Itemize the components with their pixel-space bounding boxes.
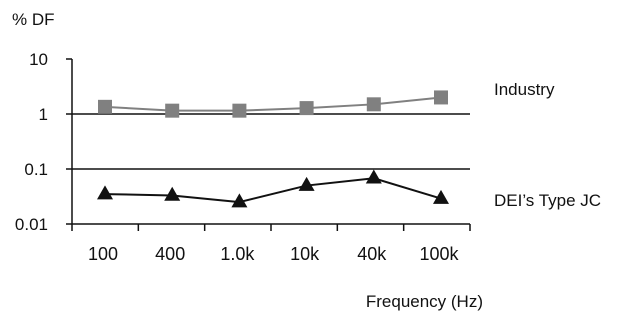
point-typejc-1 [164, 186, 181, 201]
x-tick-label-3: 10k [290, 244, 320, 264]
x-axis-title: Frequency (Hz) [366, 292, 483, 311]
point-typejc-0 [97, 185, 113, 200]
point-typejc-2 [231, 193, 248, 208]
y-tick-label-0: 10 [29, 50, 48, 69]
x-tick-label-2: 1.0k [220, 244, 255, 264]
series-label-0: Industry [494, 80, 555, 99]
point-industry-1 [165, 103, 180, 118]
axes [66, 58, 471, 231]
y-tick-label-3: 0.01 [15, 215, 48, 234]
series-label-1: DEI’s Type JC [494, 191, 601, 210]
y-tick-label-1: 1 [39, 105, 48, 124]
y-tick-labels: 10 1 0.1 0.01 [15, 50, 48, 234]
series-line-0 [104, 96, 442, 112]
y-tick-label-2: 0.1 [24, 160, 48, 179]
point-typejc-5 [433, 189, 449, 204]
y-axis-title: % DF [12, 10, 55, 29]
x-tick-label-4: 40k [357, 244, 387, 264]
point-industry-3 [299, 101, 314, 116]
x-tick-labels: 100 400 1.0k 10k 40k 100k [88, 244, 460, 264]
series-labels: Industry DEI’s Type JC [494, 80, 601, 210]
point-typejc-3 [298, 176, 315, 191]
point-industry-5 [434, 90, 448, 105]
gridlines [72, 113, 470, 170]
x-tick-label-0: 100 [88, 244, 118, 264]
series-group [97, 90, 449, 208]
point-industry-4 [366, 97, 381, 112]
point-typejc-4 [365, 169, 382, 184]
x-tick-label-1: 400 [155, 244, 185, 264]
series-line-1 [104, 177, 442, 204]
point-industry-2 [232, 103, 247, 118]
point-industry-0 [98, 99, 112, 114]
x-tick-label-5: 100k [419, 244, 459, 264]
